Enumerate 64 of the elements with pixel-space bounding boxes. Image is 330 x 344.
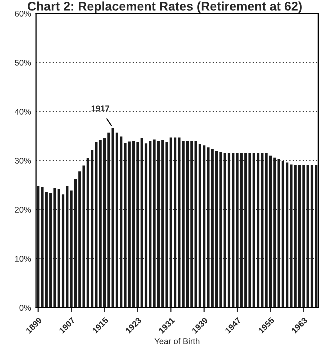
bar — [153, 140, 156, 308]
bar — [190, 141, 194, 308]
y-tick-label: 0% — [20, 305, 32, 311]
bar — [236, 152, 239, 308]
bar — [269, 156, 272, 308]
bar — [41, 187, 44, 308]
bar — [186, 141, 190, 308]
bar — [274, 158, 276, 308]
bar — [261, 152, 264, 308]
bar — [66, 186, 69, 308]
bar — [166, 142, 168, 308]
bar — [108, 132, 110, 308]
bar — [203, 146, 206, 308]
bar — [224, 152, 226, 308]
bar — [282, 161, 284, 308]
bar — [228, 152, 231, 308]
bar — [306, 165, 310, 308]
bar — [182, 141, 185, 308]
bar — [170, 138, 172, 308]
bar — [302, 165, 306, 308]
bar — [232, 152, 235, 308]
bar — [99, 140, 102, 308]
bar — [294, 165, 297, 308]
bar — [178, 138, 181, 308]
bar — [198, 144, 202, 308]
bar — [149, 141, 152, 308]
bar — [207, 148, 210, 308]
bar — [278, 159, 280, 308]
y-tick-label: 40% — [14, 109, 32, 115]
bar — [257, 152, 260, 308]
bar — [252, 152, 256, 308]
bar — [290, 164, 293, 308]
y-tick-label: 30% — [15, 158, 32, 164]
bar — [54, 188, 56, 308]
bar — [174, 138, 177, 308]
bar — [37, 186, 40, 308]
bar — [194, 141, 198, 308]
bar — [286, 162, 289, 308]
y-tick-label: 20% — [15, 207, 32, 213]
bar — [265, 152, 268, 308]
bar — [128, 142, 131, 308]
bar — [220, 152, 222, 308]
bar — [112, 128, 114, 308]
y-tick-label: 10% — [15, 256, 32, 262]
bar — [162, 140, 164, 308]
bar — [240, 152, 243, 308]
bar — [95, 142, 98, 308]
bar — [140, 138, 144, 308]
bar — [120, 136, 123, 308]
bar — [216, 152, 218, 308]
bar — [132, 141, 136, 308]
bar — [298, 165, 302, 308]
bar — [315, 165, 318, 308]
x-axis-title: Year of Birth — [154, 338, 200, 344]
y-tick-label: 50% — [15, 60, 32, 66]
bar — [248, 152, 252, 308]
bar — [136, 142, 140, 308]
bar — [244, 152, 248, 308]
bar — [58, 189, 60, 308]
y-tick-label: 60% — [15, 10, 32, 17]
bar — [157, 141, 160, 308]
bar — [310, 165, 314, 308]
annotation: 1917 — [92, 106, 110, 112]
bar — [211, 149, 214, 308]
